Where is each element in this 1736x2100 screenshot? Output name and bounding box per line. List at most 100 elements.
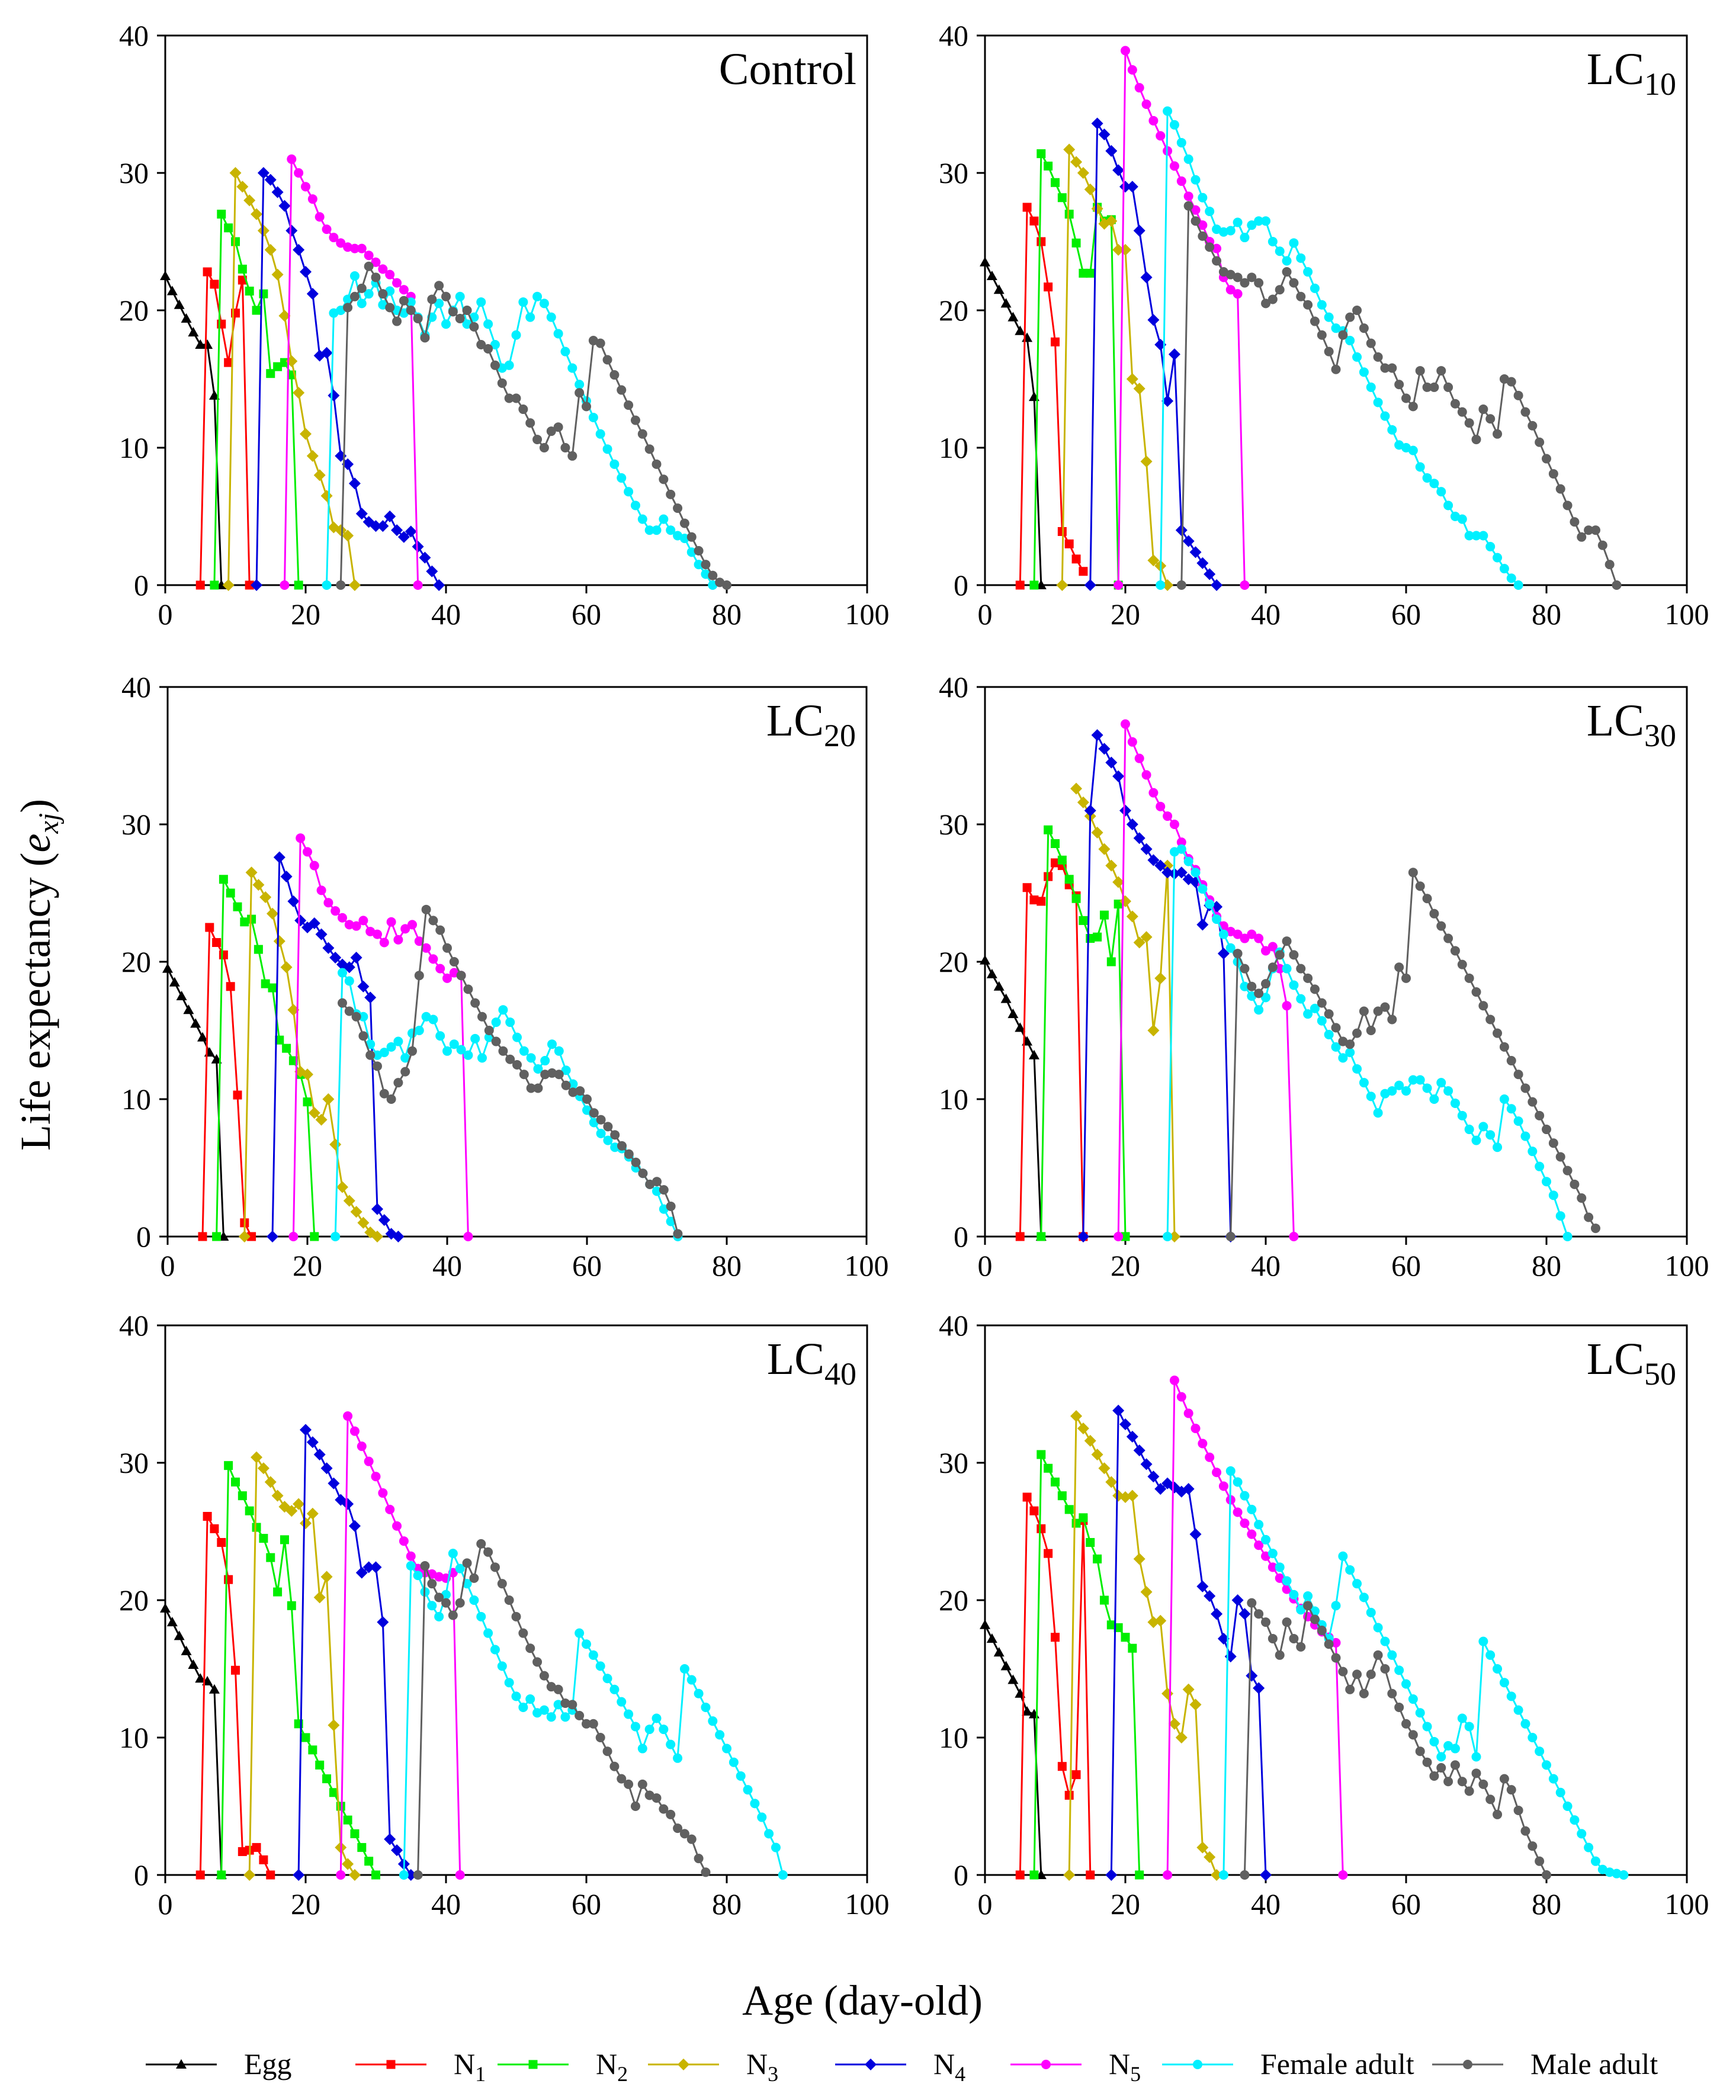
data-point [1436, 1763, 1446, 1773]
data-point [1289, 980, 1299, 990]
data-point [1204, 1851, 1216, 1863]
data-point [1436, 366, 1446, 376]
data-point [288, 1232, 299, 1241]
y-tick-label: 30 [119, 156, 149, 190]
data-point [371, 1870, 380, 1880]
y-axis-title-main: Life expectancy ( [12, 852, 59, 1151]
data-point [1471, 987, 1481, 997]
data-point [247, 914, 256, 924]
data-point [1029, 1870, 1039, 1880]
data-point [1233, 289, 1243, 299]
data-point [1380, 1636, 1390, 1646]
data-point [470, 998, 480, 1008]
data-point [1478, 1636, 1488, 1646]
data-point [400, 924, 410, 934]
data-point [1260, 1869, 1272, 1881]
x-tick-label: 20 [1111, 1887, 1140, 1921]
series-n3 [238, 866, 383, 1242]
data-point [384, 510, 396, 522]
data-point [166, 1617, 178, 1627]
data-point [652, 1793, 662, 1803]
data-point [1457, 959, 1467, 969]
y-tick-label: 0 [134, 569, 149, 602]
x-tick-label: 100 [1665, 1887, 1709, 1921]
data-point [637, 1779, 647, 1789]
data-point [1506, 1056, 1516, 1066]
data-point [427, 1579, 437, 1589]
data-point [1520, 1083, 1530, 1093]
data-point [567, 363, 577, 373]
data-point [469, 322, 479, 332]
data-point [271, 186, 284, 198]
data-point [300, 1424, 312, 1436]
data-point [391, 524, 403, 537]
data-point [1254, 278, 1264, 288]
series-n1 [195, 267, 254, 590]
data-point [553, 1700, 563, 1710]
data-point [504, 360, 514, 370]
data-point [300, 266, 312, 278]
data-point [238, 1231, 251, 1242]
data-point [595, 429, 605, 439]
data-point [1528, 1097, 1538, 1107]
series-n2 [212, 875, 319, 1241]
data-point [322, 580, 332, 590]
data-point [1528, 1841, 1538, 1851]
data-point [1562, 1802, 1573, 1811]
data-point [1079, 1513, 1088, 1523]
data-point [1464, 531, 1474, 541]
data-point [1429, 1736, 1439, 1746]
data-point [1317, 300, 1327, 310]
series-n1 [1015, 1492, 1095, 1880]
data-point [195, 339, 206, 349]
data-point [257, 167, 269, 179]
data-point [993, 1647, 1005, 1657]
panel-title: LC50 [1587, 1334, 1676, 1392]
plot-frame [164, 34, 868, 586]
data-point [1380, 411, 1390, 421]
data-point [1415, 1746, 1425, 1757]
data-point [588, 1719, 598, 1729]
data-point [1408, 445, 1418, 455]
data-point [484, 1026, 494, 1035]
data-point [679, 518, 689, 528]
data-point [666, 1739, 676, 1749]
data-point [470, 1033, 480, 1043]
data-point [575, 1628, 585, 1638]
data-point [1506, 1785, 1516, 1795]
data-point [1577, 1829, 1587, 1839]
data-point [308, 1745, 317, 1755]
data-point [1436, 921, 1446, 931]
data-point [233, 902, 242, 911]
data-point [1022, 1706, 1033, 1716]
data-point [1471, 1752, 1481, 1762]
data-point [384, 1833, 396, 1845]
data-point [1317, 1626, 1327, 1636]
x-tick-label: 0 [161, 1249, 175, 1282]
series-n5 [336, 1411, 465, 1880]
legend-marker [386, 2060, 396, 2069]
data-point [287, 895, 300, 907]
x-tick-label: 20 [293, 1249, 322, 1282]
data-point [1091, 729, 1103, 741]
data-point [1233, 217, 1243, 227]
data-point [1275, 246, 1285, 256]
x-tick-label: 100 [845, 1887, 890, 1921]
series-n3 [222, 167, 361, 591]
series-egg [980, 955, 1047, 1241]
data-point [1191, 175, 1201, 185]
data-point [1267, 1562, 1278, 1572]
data-point [1140, 1458, 1153, 1470]
series-line [1180, 205, 1618, 586]
data-point [330, 1232, 341, 1241]
data-point [435, 925, 445, 935]
data-point [350, 952, 362, 964]
data-point [652, 1177, 662, 1187]
data-point [1345, 1048, 1355, 1058]
data-point [1175, 866, 1188, 879]
data-point [1037, 1524, 1046, 1533]
data-point [203, 267, 212, 277]
data-point [1493, 1142, 1503, 1152]
legend-item-n1: N1 [355, 2047, 486, 2086]
series-male-adult [338, 904, 683, 1239]
